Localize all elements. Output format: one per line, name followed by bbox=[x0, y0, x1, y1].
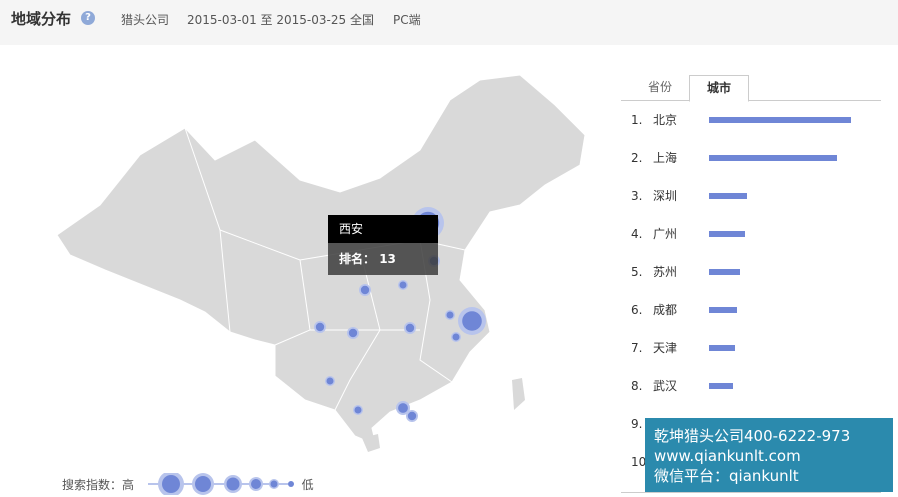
city-bubble bbox=[360, 285, 370, 295]
rank-number: 2. bbox=[631, 151, 643, 165]
city-name: 苏州 bbox=[653, 265, 678, 279]
rank-value: 13 bbox=[379, 252, 396, 266]
city-name: 北京 bbox=[653, 113, 678, 127]
city-bubble bbox=[398, 403, 408, 413]
rank-number: 8. bbox=[631, 379, 643, 393]
tooltip-rank: 排名： 13 bbox=[328, 243, 438, 275]
question-icon[interactable]: ? bbox=[81, 11, 95, 25]
city-name: 深圳 bbox=[653, 189, 678, 203]
divider bbox=[621, 492, 881, 493]
rank-number: 4. bbox=[631, 227, 643, 241]
index-bar bbox=[709, 345, 735, 351]
tab-city[interactable]: 城市 bbox=[689, 75, 749, 102]
banner-line: 乾坤猎头公司400-6222-973 bbox=[654, 427, 851, 445]
city-bubble bbox=[326, 377, 334, 385]
rank-number: 10 bbox=[631, 455, 647, 469]
tab-bar: 省份 bbox=[621, 75, 881, 101]
legend-low: 低 bbox=[301, 478, 314, 492]
legend-bubbles bbox=[147, 470, 294, 497]
region[interactable]: 全国 bbox=[350, 13, 375, 27]
tab-province[interactable]: 省份 bbox=[647, 80, 672, 94]
tooltip-city: 西安 bbox=[328, 215, 438, 243]
city-name: 天津 bbox=[653, 341, 678, 355]
header: 地域分布 ? 猎头公司 2015-03-01 至 2015-03-25 全国 P… bbox=[0, 0, 898, 45]
index-bar bbox=[709, 155, 837, 161]
banner-line: 微信平台：qiankunlt bbox=[654, 467, 799, 485]
china-outline bbox=[56, 74, 586, 446]
index-bar bbox=[709, 383, 734, 389]
index-bar bbox=[709, 231, 745, 237]
china-map[interactable] bbox=[0, 45, 620, 497]
index-bar bbox=[709, 193, 748, 199]
rank-number: 6. bbox=[631, 303, 643, 317]
company: 猎头公司 bbox=[121, 13, 170, 27]
city-name: 广州 bbox=[653, 227, 678, 241]
city-name: 成都 bbox=[653, 303, 678, 317]
date-range[interactable]: 2015-03-01 至 2015-03-25 bbox=[187, 13, 347, 27]
city-bubble bbox=[452, 333, 460, 341]
platform[interactable]: PC端 bbox=[393, 13, 421, 27]
city-name: 武汉 bbox=[653, 379, 678, 393]
rank-number: 7. bbox=[631, 341, 643, 355]
watermark-banner: 乾坤猎头公司400-6222-973 www.qiankunlt.com 微信平… bbox=[645, 418, 893, 492]
city-bubble bbox=[446, 311, 454, 319]
hainan bbox=[362, 434, 380, 452]
rank-number: 1. bbox=[631, 113, 643, 127]
city-bubble bbox=[315, 322, 325, 332]
city-bubble bbox=[407, 411, 417, 421]
city-bubble bbox=[462, 311, 482, 331]
index-bar bbox=[709, 269, 741, 275]
map-tooltip: 西安 排名： 13 bbox=[328, 215, 438, 275]
page-title: 地域分布 bbox=[11, 10, 72, 28]
city-bubble bbox=[405, 323, 415, 333]
rank-number: 3. bbox=[631, 189, 643, 203]
index-bar bbox=[709, 307, 738, 313]
legend-high: 搜索指数：高 bbox=[62, 478, 135, 492]
city-bubble bbox=[399, 281, 407, 289]
rank-label: 排名： bbox=[339, 252, 376, 266]
legend: 搜索指数：高 低 bbox=[62, 470, 314, 497]
rank-number: 9. bbox=[631, 417, 643, 431]
rank-number: 5. bbox=[631, 265, 643, 279]
city-bubble bbox=[348, 328, 358, 338]
index-bar bbox=[709, 117, 851, 123]
city-name: 上海 bbox=[653, 151, 678, 165]
city-bubble bbox=[354, 406, 362, 414]
taiwan bbox=[512, 378, 525, 410]
banner-line: www.qiankunlt.com bbox=[654, 447, 801, 465]
